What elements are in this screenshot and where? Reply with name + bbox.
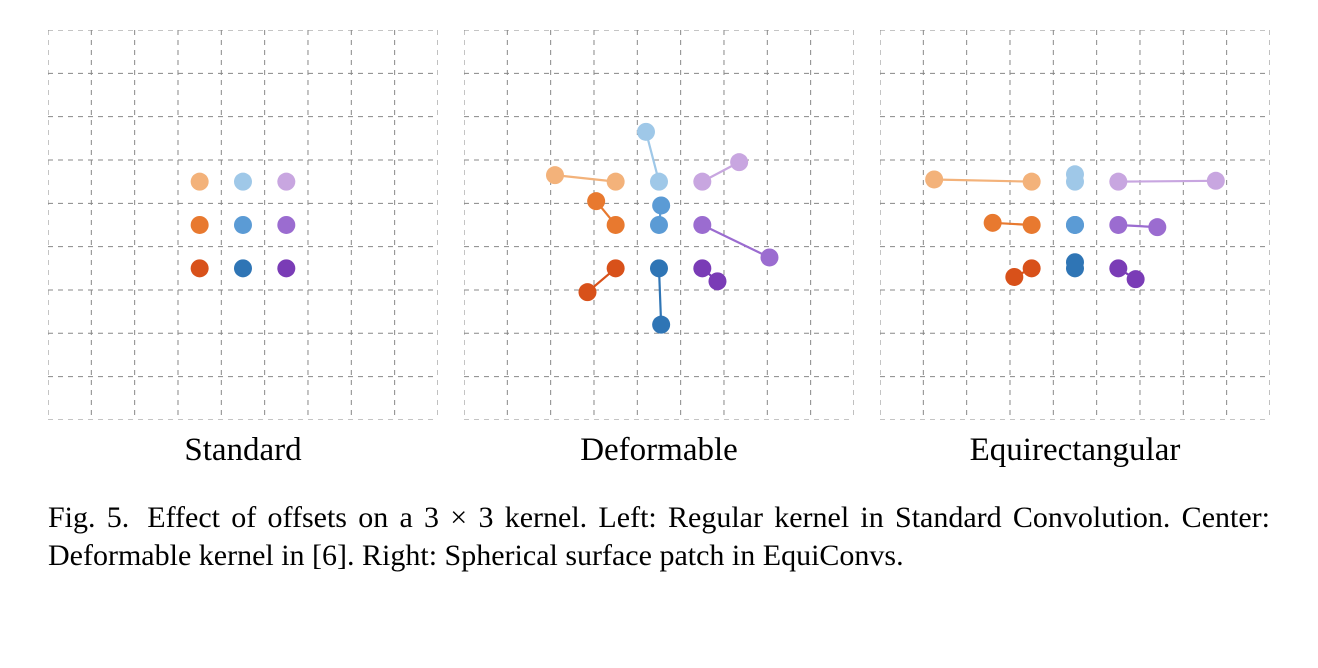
grid-standard	[48, 30, 438, 420]
offset-dot	[1207, 172, 1225, 190]
figure-caption: Fig. 5.Effect of offsets on a 3 × 3 kern…	[0, 469, 1318, 576]
kernel-dot	[693, 173, 711, 191]
kernel-dot	[277, 173, 295, 191]
kernel-dot	[1023, 259, 1041, 277]
panel-deformable: Deformable	[464, 30, 854, 469]
offset-dot	[1066, 165, 1084, 183]
kernel-dot	[693, 216, 711, 234]
grid-equirectangular	[880, 30, 1270, 420]
offset-dot	[730, 153, 748, 171]
panel-equirectangular: Equirectangular	[880, 30, 1270, 469]
kernel-dot	[1109, 259, 1127, 277]
kernel-dot	[191, 173, 209, 191]
kernel-dot	[1109, 216, 1127, 234]
kernel-dot	[650, 173, 668, 191]
figure-panels: Standard Deformable Equirectangular	[0, 0, 1318, 469]
kernel-dot	[650, 216, 668, 234]
offset-dot	[652, 316, 670, 334]
offset-dot	[708, 272, 726, 290]
offset-dot	[984, 214, 1002, 232]
kernel-dot	[1109, 173, 1127, 191]
kernel-dot	[191, 259, 209, 277]
caption-fig-number: Fig. 5.	[48, 501, 129, 534]
kernel-dot	[234, 173, 252, 191]
kernel-dot	[650, 259, 668, 277]
offset-dot	[1066, 216, 1084, 234]
kernel-dot	[1023, 173, 1041, 191]
caption-text: Effect of offsets on a 3 × 3 kernel. Lef…	[48, 501, 1270, 572]
kernel-dot	[191, 216, 209, 234]
offset-dot	[587, 192, 605, 210]
kernel-dot	[693, 259, 711, 277]
offset-dot	[1148, 218, 1166, 236]
label-standard: Standard	[184, 432, 301, 469]
kernel-dot	[277, 216, 295, 234]
offset-dot	[1005, 268, 1023, 286]
kernel-dot	[234, 259, 252, 277]
offset-dot	[652, 196, 670, 214]
kernel-dot	[607, 173, 625, 191]
kernel-dot	[1023, 216, 1041, 234]
offset-dot	[925, 170, 943, 188]
kernel-dot	[277, 259, 295, 277]
label-equirectangular: Equirectangular	[970, 432, 1181, 469]
kernel-dot	[607, 259, 625, 277]
offset-dot	[1066, 253, 1084, 271]
offset-dot	[578, 283, 596, 301]
grid-deformable	[464, 30, 854, 420]
kernel-dot	[234, 216, 252, 234]
label-deformable: Deformable	[580, 432, 738, 469]
panel-standard: Standard	[48, 30, 438, 469]
offset-dot	[637, 123, 655, 141]
offset-dot	[546, 166, 564, 184]
offset-dot	[760, 248, 778, 266]
kernel-dot	[607, 216, 625, 234]
offset-dot	[1127, 270, 1145, 288]
